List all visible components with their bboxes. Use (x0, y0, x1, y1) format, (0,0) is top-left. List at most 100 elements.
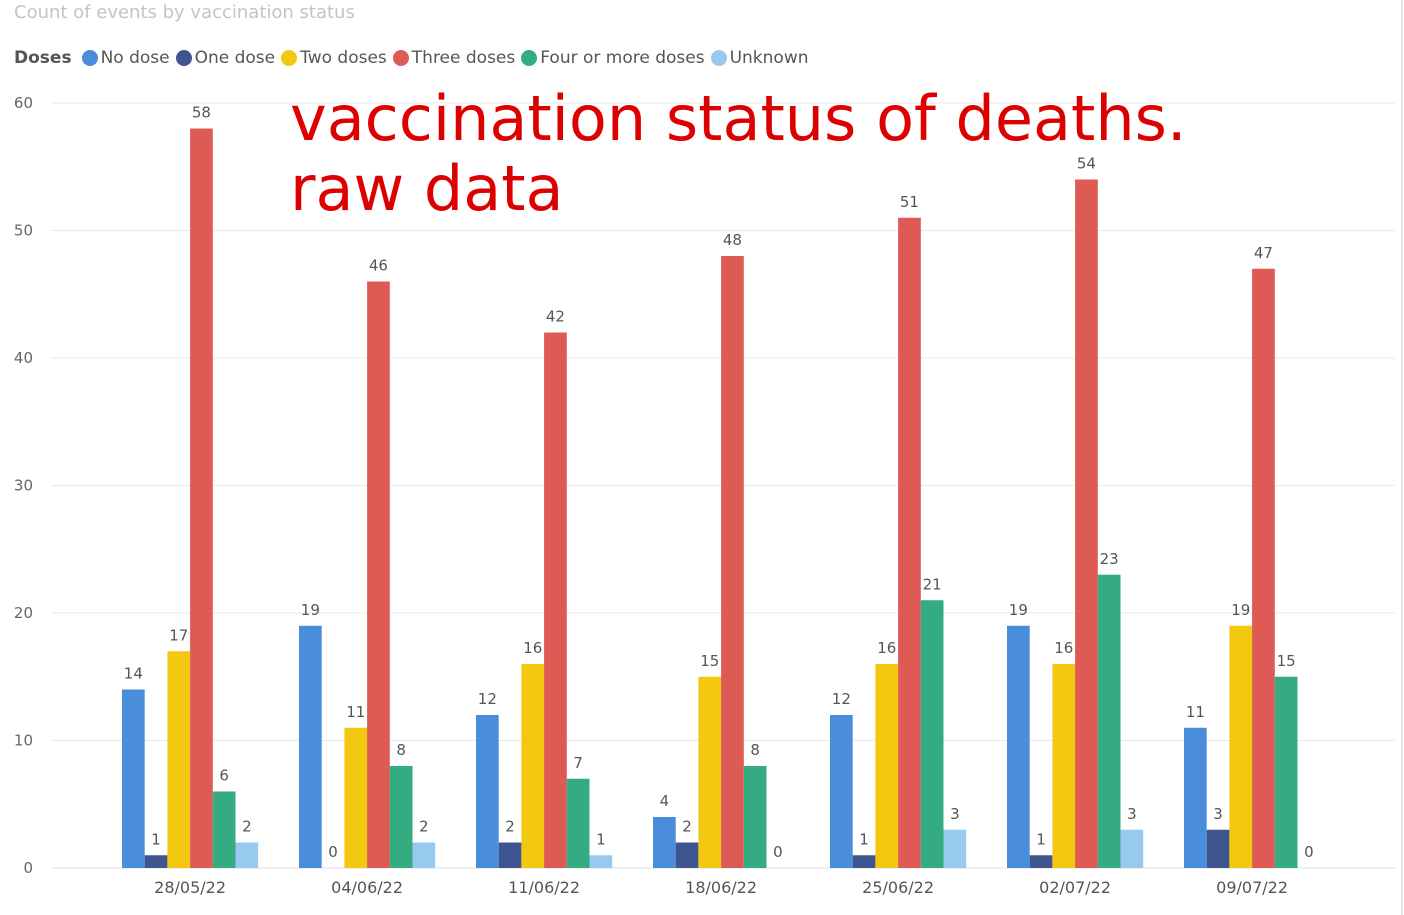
data-label: 19 (1231, 601, 1250, 619)
bar (498, 842, 522, 868)
data-label: 16 (877, 639, 896, 657)
legend-item-no-dose[interactable]: No dose (81, 48, 174, 68)
bar (167, 651, 191, 868)
data-label: 14 (124, 665, 143, 683)
data-label: 48 (723, 231, 742, 249)
legend-label: Four or more doses (540, 48, 705, 68)
chart-title: Count of events by vaccination status (14, 2, 355, 23)
bar (566, 778, 590, 868)
bar (344, 727, 368, 868)
bar (589, 855, 613, 868)
legend-swatch-one-dose (175, 50, 192, 66)
y-tick-label: 0 (23, 859, 33, 877)
overlay-line-1: vaccination status of deaths. (290, 82, 1187, 155)
x-tick-label: 11/06/22 (508, 878, 580, 897)
y-tick-label: 40 (14, 349, 33, 367)
bar (212, 791, 236, 868)
y-tick-label: 50 (14, 222, 33, 240)
data-label: 51 (900, 193, 919, 211)
data-label: 1 (859, 830, 869, 848)
y-tick-label: 10 (14, 732, 33, 750)
data-label: 0 (328, 843, 338, 861)
data-label: 3 (1127, 805, 1137, 823)
x-tick-label: 18/06/22 (685, 878, 757, 897)
data-label: 42 (546, 308, 565, 326)
legend-item-one-dose[interactable]: One dose (175, 48, 280, 68)
bar (1229, 625, 1253, 868)
bar (1252, 268, 1275, 868)
data-label: 11 (346, 703, 365, 721)
bar (1274, 676, 1298, 868)
bar (190, 128, 213, 868)
data-label: 15 (1277, 652, 1296, 670)
legend: Doses No dose One dose Two doses Three d… (14, 46, 815, 70)
bar (122, 689, 145, 868)
legend-item-four-or-more-doses[interactable]: Four or more doses (521, 48, 708, 68)
bar (1184, 727, 1207, 868)
legend-swatch-no-dose (81, 50, 98, 66)
data-label: 15 (700, 652, 719, 670)
x-tick-label: 28/05/22 (154, 878, 226, 897)
data-label: 58 (192, 104, 211, 122)
bar (389, 766, 413, 868)
bar (476, 715, 499, 868)
data-label: 4 (660, 792, 670, 810)
bar (367, 281, 390, 868)
bar (875, 664, 899, 868)
data-label: 19 (1009, 601, 1028, 619)
bar (898, 217, 921, 868)
x-tick-label: 04/06/22 (331, 878, 403, 897)
legend-label: Unknown (729, 48, 809, 68)
data-label: 12 (832, 690, 851, 708)
bar (830, 715, 853, 868)
data-label: 19 (301, 601, 320, 619)
data-label: 2 (505, 818, 515, 836)
bar (852, 855, 876, 868)
bar (920, 600, 944, 868)
y-tick-label: 60 (14, 94, 33, 112)
data-label: 2 (419, 818, 429, 836)
bar (743, 766, 767, 868)
x-tick-label: 02/07/22 (1039, 878, 1111, 897)
legend-swatch-unknown (710, 50, 727, 66)
legend-label: No dose (100, 48, 170, 68)
x-tick-label: 09/07/22 (1216, 878, 1288, 897)
bar (521, 664, 545, 868)
y-tick-label: 30 (14, 477, 33, 495)
data-label: 0 (1304, 843, 1314, 861)
data-label: 2 (682, 818, 692, 836)
data-label: 6 (219, 767, 229, 785)
bar (1206, 829, 1230, 868)
legend-label: Three doses (411, 48, 516, 68)
data-label: 8 (396, 741, 406, 759)
bar (675, 842, 699, 868)
data-label: 3 (1213, 805, 1223, 823)
legend-item-two-doses[interactable]: Two doses (281, 48, 391, 68)
bar (1029, 855, 1053, 868)
data-label: 47 (1254, 244, 1273, 262)
bar (653, 817, 676, 868)
bar (299, 625, 322, 868)
bar (144, 855, 168, 868)
legend-swatch-two-doses (281, 50, 298, 66)
legend-swatch-three-doses (392, 50, 409, 66)
data-label: 54 (1077, 155, 1096, 173)
legend-item-unknown[interactable]: Unknown (710, 48, 813, 68)
data-label: 46 (369, 257, 388, 275)
data-label: 8 (750, 741, 760, 759)
x-tick-label: 25/06/22 (862, 878, 934, 897)
bar (1075, 179, 1098, 868)
legend-label: One dose (194, 48, 276, 68)
bar (943, 829, 967, 868)
overlay-annotation: vaccination status of deaths. raw data (290, 84, 1187, 224)
data-label: 1 (151, 830, 161, 848)
bar (1052, 664, 1076, 868)
right-border (1401, 0, 1403, 915)
legend-item-three-doses[interactable]: Three doses (392, 48, 519, 68)
bar (412, 842, 436, 868)
legend-title: Doses (14, 48, 72, 68)
data-label: 0 (773, 843, 783, 861)
bar (235, 842, 259, 868)
legend-label: Two doses (300, 48, 387, 68)
